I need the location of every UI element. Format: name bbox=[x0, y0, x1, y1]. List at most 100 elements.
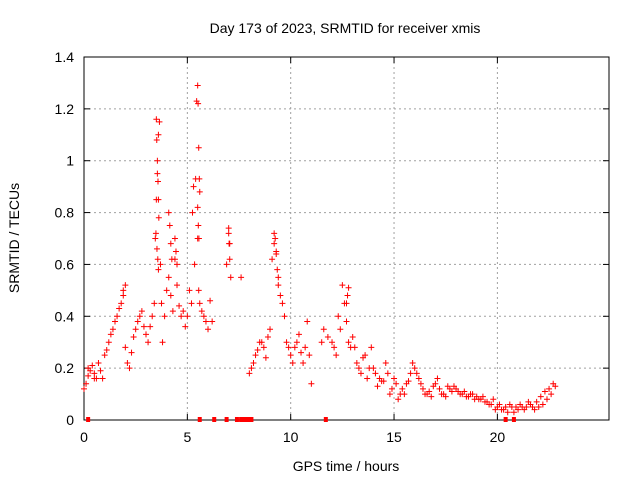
data-point bbox=[225, 225, 232, 232]
data-point bbox=[200, 313, 207, 320]
data-point bbox=[525, 398, 532, 405]
zero-marker bbox=[249, 417, 254, 422]
data-point bbox=[399, 385, 406, 392]
data-point bbox=[393, 380, 400, 387]
data-point bbox=[302, 344, 309, 351]
data-point bbox=[335, 313, 342, 320]
x-tick-label: 20 bbox=[490, 429, 506, 445]
data-point bbox=[384, 370, 391, 377]
data-point bbox=[343, 300, 350, 307]
data-point bbox=[546, 385, 553, 392]
zero-marker bbox=[234, 417, 239, 422]
data-point bbox=[285, 344, 292, 351]
data-point bbox=[250, 359, 257, 366]
data-point bbox=[174, 261, 181, 268]
data-point bbox=[118, 300, 125, 307]
zero-marker bbox=[323, 417, 328, 422]
data-point bbox=[333, 352, 340, 359]
data-point bbox=[300, 359, 307, 366]
data-point bbox=[196, 175, 203, 182]
data-point bbox=[194, 82, 201, 89]
data-point bbox=[281, 313, 288, 320]
data-point bbox=[279, 300, 286, 307]
data-point bbox=[122, 282, 129, 289]
data-point bbox=[407, 370, 414, 377]
data-point bbox=[99, 375, 106, 382]
data-point bbox=[295, 331, 302, 338]
data-point bbox=[226, 256, 233, 263]
data-point bbox=[344, 292, 351, 299]
y-tick-label: 0.6 bbox=[55, 256, 75, 272]
data-point bbox=[318, 339, 325, 346]
data-point bbox=[152, 230, 159, 237]
data-point bbox=[153, 136, 160, 143]
data-point bbox=[430, 383, 437, 390]
data-point bbox=[382, 359, 389, 366]
data-point bbox=[136, 313, 143, 320]
data-point bbox=[368, 344, 375, 351]
data-point bbox=[166, 222, 173, 229]
data-point bbox=[130, 334, 137, 341]
data-point bbox=[227, 274, 234, 281]
data-point bbox=[529, 404, 536, 411]
data-point bbox=[165, 209, 172, 216]
data-point bbox=[157, 261, 164, 268]
data-point bbox=[320, 326, 327, 333]
data-point bbox=[413, 370, 420, 377]
data-point bbox=[149, 313, 156, 320]
data-point bbox=[169, 308, 176, 315]
data-point bbox=[202, 318, 209, 325]
data-point bbox=[504, 409, 511, 416]
data-point bbox=[171, 235, 178, 242]
data-point bbox=[360, 354, 367, 361]
data-point bbox=[521, 406, 528, 413]
zero-marker bbox=[86, 417, 91, 422]
data-point bbox=[267, 326, 274, 333]
data-point bbox=[479, 393, 486, 400]
data-point bbox=[81, 385, 87, 392]
data-point bbox=[143, 331, 150, 338]
data-point bbox=[370, 365, 377, 372]
data-point bbox=[155, 214, 162, 221]
data-point bbox=[91, 375, 98, 382]
data-point bbox=[196, 300, 203, 307]
data-point bbox=[159, 339, 166, 346]
data-point bbox=[163, 287, 170, 294]
data-point bbox=[207, 297, 214, 304]
data-point bbox=[264, 334, 271, 341]
data-point bbox=[126, 365, 133, 372]
data-point bbox=[107, 331, 114, 338]
zero-marker bbox=[243, 417, 248, 422]
data-point bbox=[484, 398, 491, 405]
data-point bbox=[124, 359, 131, 366]
data-point bbox=[446, 385, 453, 392]
data-point bbox=[132, 326, 139, 333]
data-point bbox=[151, 300, 158, 307]
data-point bbox=[195, 144, 202, 151]
data-point bbox=[298, 349, 305, 356]
data-point bbox=[271, 240, 278, 247]
data-point bbox=[428, 393, 435, 400]
data-point bbox=[550, 380, 557, 387]
data-point bbox=[287, 352, 294, 359]
data-point bbox=[155, 196, 162, 203]
data-point bbox=[120, 287, 127, 294]
data-point bbox=[140, 323, 147, 330]
data-point bbox=[158, 300, 165, 307]
data-point bbox=[289, 359, 296, 366]
y-tick-label: 0 bbox=[66, 412, 74, 428]
y-axis-label: SRMTID / TECUs bbox=[6, 183, 22, 293]
zero-marker bbox=[247, 417, 252, 422]
data-point bbox=[374, 383, 381, 390]
data-point bbox=[184, 313, 191, 320]
data-point bbox=[260, 344, 267, 351]
data-point bbox=[195, 235, 202, 242]
y-tick-label: 0.8 bbox=[55, 205, 75, 221]
zero-marker bbox=[503, 417, 508, 422]
data-point bbox=[537, 393, 544, 400]
data-point bbox=[198, 308, 205, 315]
data-point bbox=[380, 378, 387, 385]
data-point bbox=[105, 339, 112, 346]
data-point bbox=[353, 359, 360, 366]
data-point bbox=[329, 339, 336, 346]
